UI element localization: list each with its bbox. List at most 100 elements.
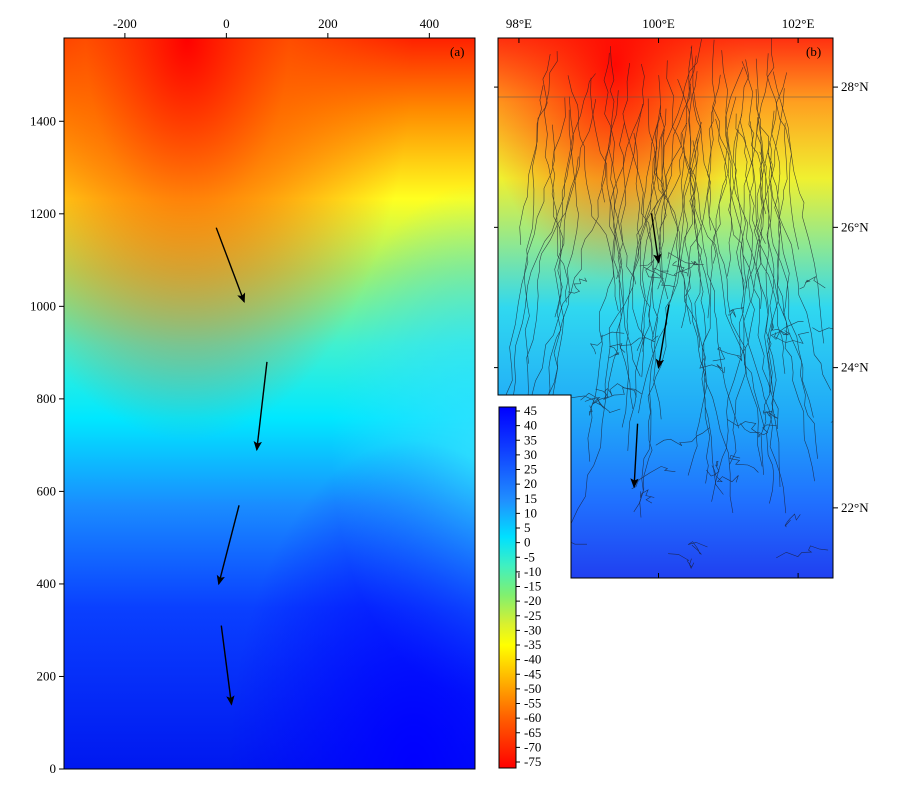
fault-line: [759, 126, 832, 391]
colorbar-label: 10: [524, 505, 537, 520]
colorbar-label: -5: [524, 549, 535, 564]
colorbar-label: -60: [524, 710, 541, 725]
panel-b-latitude-axis: 28°N 26°N 24°N 22°N: [494, 79, 869, 515]
fault-line: [608, 146, 645, 352]
contour-line: [667, 251, 700, 265]
x-tick-label: 0: [223, 16, 230, 31]
contour-line: [727, 307, 745, 318]
panel-a-tag: (a): [450, 44, 464, 59]
y-tick-label: 800: [37, 391, 57, 406]
contour-line: [655, 427, 711, 446]
colorbar-label: 5: [524, 520, 531, 535]
colorbar-label: -10: [524, 564, 541, 579]
contour-line: [740, 423, 777, 436]
fault-line: [601, 46, 615, 203]
fault-line: [727, 59, 750, 277]
contour-line: [668, 553, 695, 570]
lat-tick-label: 24°N: [841, 360, 869, 375]
colorbar-label: -40: [524, 652, 541, 667]
colorbar-label: 30: [524, 447, 537, 462]
contour-line: [608, 343, 626, 359]
fault-line: [687, 67, 744, 476]
lon-tick-label: 98°E: [506, 16, 532, 31]
contour-line: [604, 383, 637, 398]
fault-line: [756, 117, 781, 488]
colorbar-label: -35: [524, 637, 541, 652]
colorbar-label: -20: [524, 593, 541, 608]
colorbar-label: -30: [524, 622, 541, 637]
x-tick-label: 200: [318, 16, 338, 31]
fault-line: [653, 151, 724, 495]
fault-line: [766, 53, 825, 344]
colorbar-label: -55: [524, 696, 541, 711]
fault-line: [772, 71, 799, 250]
colorbar-labels: 454035302520151050-5-10-15-20-25-30-35-4…: [516, 403, 541, 769]
fault-line: [551, 124, 569, 303]
contour-line: [711, 465, 739, 483]
fault-line: [666, 60, 740, 429]
fault-line: [680, 133, 691, 329]
panel-a-arrows: [215, 227, 268, 706]
fault-line: [524, 97, 566, 364]
contour-line: [812, 327, 833, 343]
y-tick-label: 600: [37, 483, 57, 498]
colorbar-label: -25: [524, 608, 541, 623]
motion-arrow: [253, 361, 268, 452]
motion-arrow: [220, 625, 235, 706]
contour-line: [727, 419, 761, 438]
fault-line: [523, 90, 619, 436]
fault-line: [684, 74, 721, 325]
y-tick-label: 400: [37, 576, 57, 591]
contour-line: [580, 392, 621, 413]
fault-line: [715, 118, 748, 289]
contour-line: [571, 395, 595, 416]
contour-line: [595, 387, 642, 401]
y-tick-label: 200: [37, 668, 57, 683]
motion-arrow: [630, 423, 639, 489]
panel-b-longitude-axis: 98°E 100°E 102°E: [506, 16, 814, 578]
fault-line: [590, 77, 641, 377]
fault-line: [707, 39, 716, 231]
y-tick-label: 1200: [30, 206, 56, 221]
colorbar-label: 0: [524, 535, 531, 550]
fault-line: [721, 50, 762, 309]
fault-line: [688, 55, 711, 484]
panel-b-frame: [497, 37, 834, 579]
fault-line: [765, 141, 775, 504]
fault-line: [621, 122, 688, 428]
motion-arrow: [650, 213, 662, 264]
lat-tick-label: 28°N: [841, 79, 869, 94]
colorbar-label: 40: [524, 418, 537, 433]
contour-line: [640, 489, 655, 504]
fault-line: [647, 98, 734, 514]
y-tick-label: 1000: [30, 298, 56, 313]
fault-line: [587, 103, 644, 462]
colorbar-label: 20: [524, 476, 537, 491]
fault-line: [759, 151, 814, 418]
panel-a: (a) -200 0 200 400 0 200 400 600 800 1000 1200 140…: [30, 16, 476, 776]
contour-line: [589, 331, 625, 355]
contour-line: [652, 267, 688, 277]
fault-line: [567, 75, 619, 312]
colorbar-label: 15: [524, 491, 537, 506]
fault-line: [739, 112, 786, 374]
contour-line: [533, 483, 561, 498]
contour-line: [776, 545, 829, 559]
fault-line: [689, 71, 711, 319]
colorbar-label: 25: [524, 462, 537, 477]
fault-line: [658, 113, 669, 300]
colorbar-label: 35: [524, 432, 537, 447]
contour-line: [830, 413, 833, 425]
x-tick-label: 400: [420, 16, 440, 31]
y-tick-label: 1400: [30, 113, 56, 128]
fault-line: [569, 124, 659, 528]
fault-line: [739, 121, 754, 362]
colorbar-label: -15: [524, 579, 541, 594]
fault-line: [542, 54, 564, 318]
fault-line: [498, 85, 544, 571]
panel-b-arrows: [630, 213, 670, 489]
colorbar-scale: [498, 406, 517, 769]
contour-line: [712, 346, 743, 362]
lat-tick-label: 22°N: [841, 500, 869, 515]
fault-line: [636, 129, 667, 352]
